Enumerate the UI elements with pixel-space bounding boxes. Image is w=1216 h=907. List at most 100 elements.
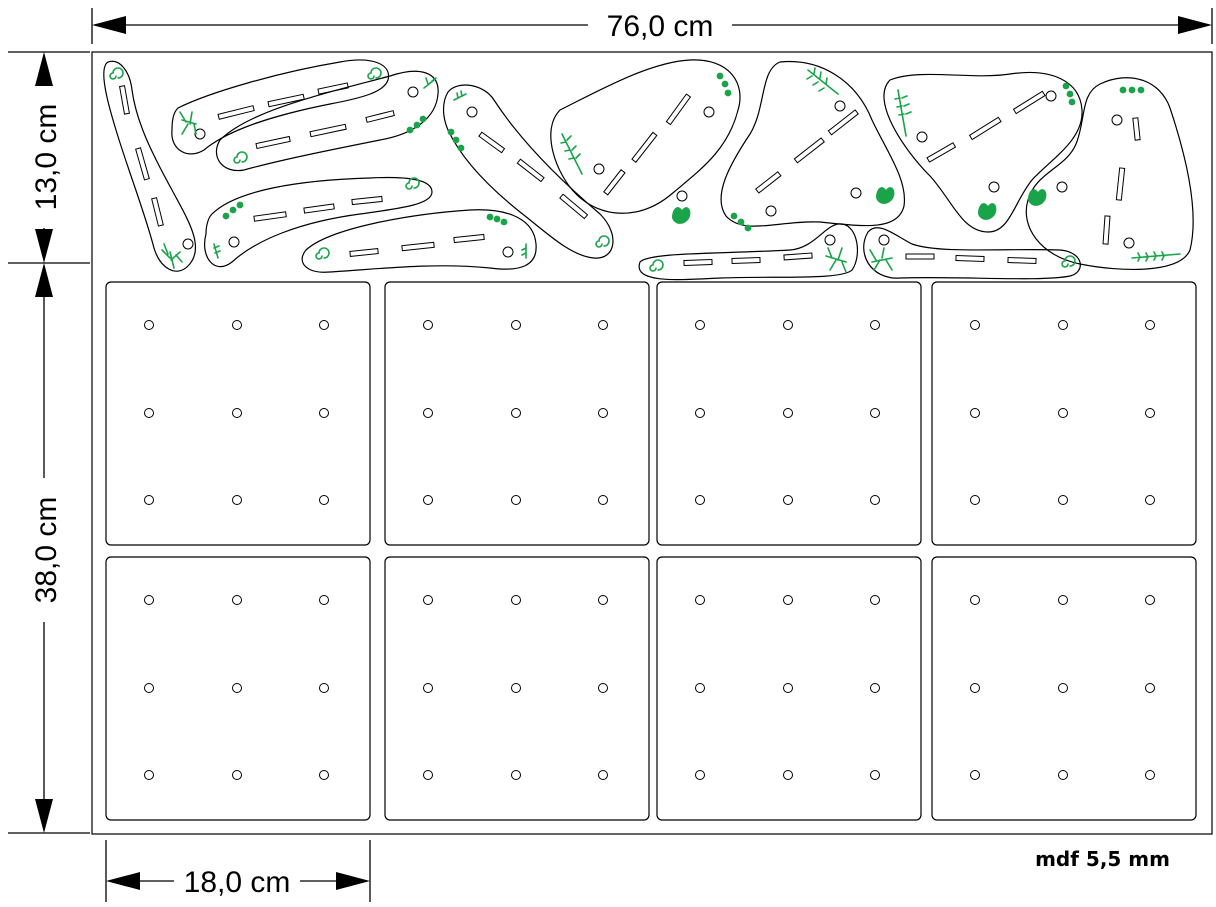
peg-hole [695, 408, 705, 418]
peg-hole [783, 595, 793, 605]
peg-hole [423, 320, 433, 330]
coral-icon [161, 243, 183, 269]
peg-hole [232, 770, 242, 780]
peg-hole [1058, 595, 1068, 605]
spiral-icon [233, 151, 248, 164]
dots-icon [222, 201, 244, 220]
leaf-icon [1028, 189, 1047, 206]
peg-board [656, 281, 922, 546]
arrow-up-icon [35, 263, 53, 297]
peg-board [384, 556, 650, 821]
peg-hole [783, 770, 793, 780]
peg-hole [1058, 320, 1068, 330]
peg-board [931, 556, 1197, 821]
piece-triangle-3 [883, 71, 1083, 233]
peg-hole [232, 595, 242, 605]
peg-hole [1145, 770, 1155, 780]
piece-slim-center-left [638, 223, 859, 281]
peg-hole [598, 595, 608, 605]
peg-hole [598, 770, 608, 780]
peg-hole [144, 495, 154, 505]
fern-icon [453, 90, 467, 101]
piece-right-blob [1025, 77, 1194, 271]
arrow-left-icon [92, 16, 126, 34]
width-label: 76,0 cm [607, 10, 714, 43]
peg-hole [695, 683, 705, 693]
board-outline [931, 281, 1197, 546]
board-outline [105, 556, 371, 821]
dots-icon [1062, 82, 1076, 106]
peg-hole [319, 408, 329, 418]
dots-icon [1119, 86, 1145, 94]
peg-hole [319, 770, 329, 780]
peg-board [931, 281, 1197, 546]
dots-icon [447, 128, 465, 152]
dots-icon [406, 115, 427, 134]
arrow-down-icon [35, 229, 53, 263]
spiral-icon [649, 259, 664, 272]
peg-hole [870, 408, 880, 418]
peg-hole [1058, 770, 1068, 780]
peg-hole [970, 770, 980, 780]
fern-icon [894, 89, 912, 137]
peg-hole [144, 770, 154, 780]
peg-hole [783, 408, 793, 418]
coral-icon [825, 247, 847, 273]
leaf-icon [672, 207, 691, 224]
fern-icon [423, 77, 437, 89]
board-outline [384, 556, 650, 821]
piece-triangle-2 [720, 60, 906, 232]
peg-hole [423, 495, 433, 505]
peg-hole [511, 408, 521, 418]
fern-icon [806, 67, 839, 95]
peg-hole [144, 408, 154, 418]
peg-hole [970, 495, 980, 505]
peg-hole [870, 770, 880, 780]
panel-width-label: 18,0 cm [184, 866, 291, 899]
fern-icon [560, 133, 583, 175]
peg-hole [1145, 595, 1155, 605]
peg-hole [970, 595, 980, 605]
piece-triangle-1 [550, 59, 741, 224]
decorative-pieces [103, 59, 1194, 281]
peg-boards-grid [105, 281, 1197, 821]
peg-hole [870, 683, 880, 693]
peg-hole [870, 595, 880, 605]
peg-hole [423, 408, 433, 418]
board-outline [105, 281, 371, 546]
peg-hole [1058, 408, 1068, 418]
height-dimensions: 13,0 cm 38,0 cm [8, 51, 90, 834]
peg-hole [970, 683, 980, 693]
peg-hole [144, 683, 154, 693]
piece-bottom-long [301, 209, 537, 273]
arrow-down-icon [35, 799, 53, 833]
fern-icon [213, 243, 221, 259]
board-outline [656, 281, 922, 546]
peg-hole [511, 770, 521, 780]
peg-board [656, 556, 922, 821]
peg-hole [783, 495, 793, 505]
peg-hole [144, 595, 154, 605]
spiral-icon [315, 247, 330, 260]
peg-board [105, 556, 371, 821]
arrow-right-icon [336, 872, 370, 890]
bottom-height-label: 38,0 cm [30, 497, 63, 604]
spiral-icon [109, 67, 124, 80]
coral-icon [179, 111, 197, 135]
peg-hole [1145, 320, 1155, 330]
fern-icon [521, 243, 527, 259]
peg-hole [232, 495, 242, 505]
peg-hole [319, 320, 329, 330]
peg-hole [511, 495, 521, 505]
arrow-up-icon [35, 52, 53, 86]
board-outline [384, 281, 650, 546]
peg-hole [695, 770, 705, 780]
leaf-icon [978, 203, 997, 220]
leaf-icon [876, 187, 895, 204]
peg-hole [232, 320, 242, 330]
peg-hole [319, 495, 329, 505]
peg-hole [423, 595, 433, 605]
panel-width-dimension: 18,0 cm [105, 840, 371, 902]
peg-hole [511, 595, 521, 605]
